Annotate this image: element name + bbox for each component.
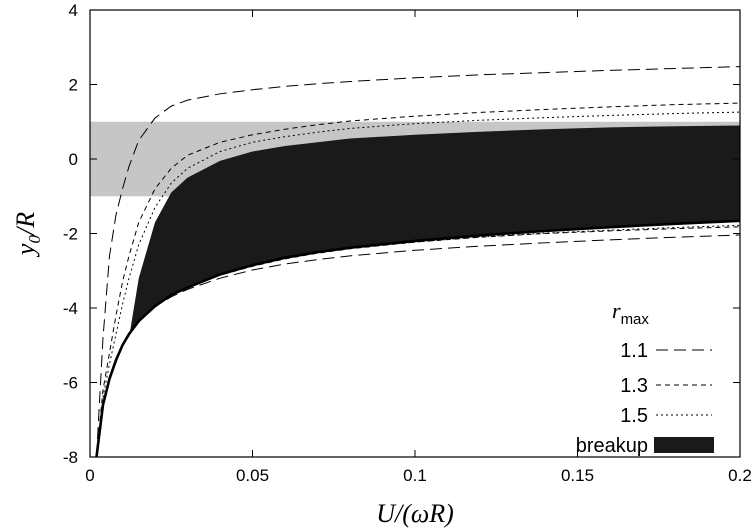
y-tick-label-0: -8 [63, 448, 78, 467]
legend-title: rmax [612, 298, 649, 328]
x-tick-label-4: 0.2 [728, 466, 752, 485]
lower-boundary-line [95, 219, 741, 458]
series-1-1-upper-line [96, 66, 741, 458]
series-1-1-lower-line [96, 234, 741, 458]
y-axis-label-main: y [11, 243, 40, 258]
y-tick-label-6: 4 [69, 1, 78, 20]
legend-label-1-5: 1.5 [620, 405, 648, 427]
y-tick-label-2: -4 [63, 299, 78, 318]
legend-swatch-breakup [654, 437, 714, 453]
y-tick-label-1: -6 [63, 374, 78, 393]
x-tick-label-0: 0 [85, 466, 94, 485]
series-1-5-upper-line [96, 111, 741, 458]
y-tick-label-3: -2 [63, 225, 78, 244]
y-axis-label-sub: 0 [25, 235, 44, 244]
ticks-layer: 0 0.05 0.1 0.15 0.2 -8 -6 -4 -2 0 2 4 [63, 1, 752, 485]
breakup-region [129, 125, 740, 338]
legend-label-1-3: 1.3 [620, 375, 648, 397]
x-tick-label-1: 0.05 [236, 466, 269, 485]
y-tick-label-4: 0 [69, 150, 78, 169]
legend-label-breakup: breakup [576, 435, 648, 457]
legend-title-sub: max [621, 311, 650, 328]
legend: rmax 1.1 1.3 1.5 breakup [576, 298, 714, 457]
legend-title-main: r [612, 298, 621, 323]
series-layer [95, 66, 741, 458]
x-axis-label: U/(ωR) [376, 499, 454, 528]
breakup-region-layer [129, 125, 740, 338]
x-tick-label-2: 0.1 [403, 466, 427, 485]
y-tick-label-5: 2 [69, 76, 78, 95]
series-1-5-lower-line [96, 224, 741, 458]
series-1-3-upper-line [96, 102, 741, 458]
x-tick-label-3: 0.15 [561, 466, 594, 485]
y-axis-label-rest: /R [11, 212, 40, 237]
y-axis-label: y0/R [11, 212, 44, 258]
legend-label-1-1: 1.1 [620, 340, 648, 362]
